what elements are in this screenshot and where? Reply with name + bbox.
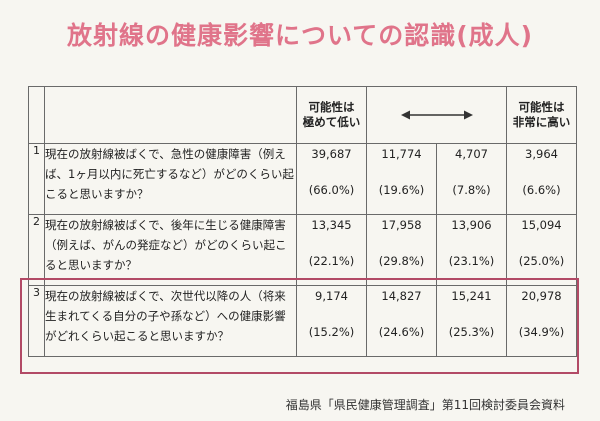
response-count: 13,906 — [451, 218, 492, 232]
response-percent: (34.9%) — [518, 325, 565, 339]
response-cell: 4,707 (7.8%) — [436, 143, 507, 215]
question-number: 2 — [28, 214, 45, 286]
header-empty-question — [44, 86, 297, 144]
source-caption: 福島県「県民健康管理調査」第11回検討委員会資料 — [285, 398, 565, 412]
question-text: 現在の放射線被ばくで、後年に生じる健康障害（例えば、がんの発症など）がどのくらい… — [44, 214, 297, 286]
response-percent: (66.0%) — [308, 183, 355, 197]
table-row: 1 現在の放射線被ばくで、急性の健康障害（例えば、1ヶ月以内に死亡するなど）がどの… — [28, 143, 577, 215]
double-arrow-icon — [400, 110, 473, 120]
response-cell: 39,687 (66.0%) — [296, 143, 367, 215]
response-cell: 13,906 (23.1%) — [436, 214, 507, 286]
header-scale-arrow — [366, 86, 507, 144]
response-cell: 9,174 (15.2%) — [296, 285, 367, 357]
response-percent: (25.0%) — [518, 254, 565, 268]
header-high-label: 可能性は 非常に高い — [512, 100, 571, 129]
response-percent: (22.1%) — [308, 254, 355, 268]
response-cell: 17,958 (29.8%) — [366, 214, 437, 286]
response-percent: (23.1%) — [448, 254, 495, 268]
response-count: 9,174 — [315, 289, 348, 303]
header-low-label: 可能性は 極めて低い — [302, 100, 361, 129]
response-count: 15,094 — [521, 218, 562, 232]
response-cell: 3,964 (6.6%) — [506, 143, 577, 215]
response-percent: (7.8%) — [452, 183, 491, 197]
response-count: 11,774 — [381, 147, 422, 161]
table-row: 2 現在の放射線被ばくで、後年に生じる健康障害（例えば、がんの発症など）がどのくら… — [28, 214, 577, 286]
response-percent: (19.6%) — [378, 183, 425, 197]
response-count: 20,978 — [521, 289, 562, 303]
response-percent: (6.6%) — [522, 183, 561, 197]
question-number: 3 — [28, 285, 45, 357]
response-percent: (25.3%) — [448, 325, 495, 339]
survey-table: 可能性は 極めて低い 可能性は 非常に高い 1 現在の放射線被ばくで、急性の健康障… — [28, 86, 577, 357]
response-cell: 15,241 (25.3%) — [436, 285, 507, 357]
question-text: 現在の放射線被ばくで、次世代以降の人（将来生まれてくる自分の子や孫など）への健康… — [44, 285, 297, 357]
response-cell: 15,094 (25.0%) — [506, 214, 577, 286]
table-header-row: 可能性は 極めて低い 可能性は 非常に高い — [28, 86, 577, 144]
response-percent: (15.2%) — [308, 325, 355, 339]
response-percent: (29.8%) — [378, 254, 425, 268]
response-count: 4,707 — [455, 147, 488, 161]
response-count: 15,241 — [451, 289, 492, 303]
header-empty-no — [28, 86, 45, 144]
header-low-probability: 可能性は 極めて低い — [296, 86, 367, 144]
response-cell: 20,978 (34.9%) — [506, 285, 577, 357]
question-text: 現在の放射線被ばくで、急性の健康障害（例えば、1ヶ月以内に死亡するなど）がどのく… — [44, 143, 297, 215]
response-count: 13,345 — [311, 218, 352, 232]
response-percent: (24.6%) — [378, 325, 425, 339]
response-count: 14,827 — [381, 289, 422, 303]
page-title: 放射線の健康影響についての認識(成人) — [66, 21, 534, 50]
response-cell: 13,345 (22.1%) — [296, 214, 367, 286]
response-count: 39,687 — [311, 147, 352, 161]
response-count: 17,958 — [381, 218, 422, 232]
response-count: 3,964 — [525, 147, 558, 161]
response-cell: 14,827 (24.6%) — [366, 285, 437, 357]
header-high-probability: 可能性は 非常に高い — [506, 86, 577, 144]
table-row: 3 現在の放射線被ばくで、次世代以降の人（将来生まれてくる自分の子や孫など）への健… — [28, 285, 577, 357]
response-cell: 11,774 (19.6%) — [366, 143, 437, 215]
question-number: 1 — [28, 143, 45, 215]
